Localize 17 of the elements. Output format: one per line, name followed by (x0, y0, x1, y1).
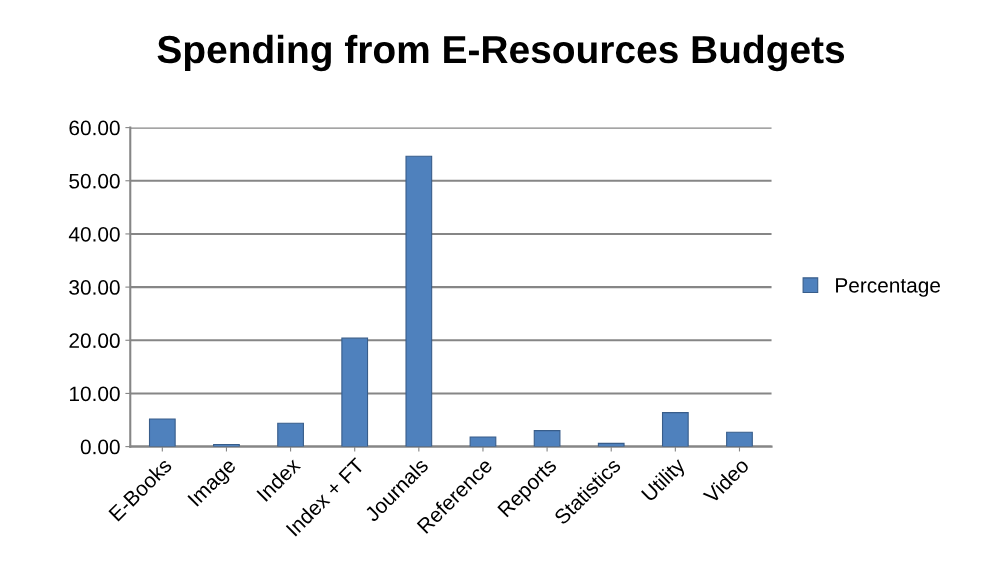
bar (661, 412, 689, 447)
y-tick-label: 40.00 (68, 226, 120, 242)
chart-title: Spending from E-Resources Budgets (157, 34, 845, 72)
y-tick-label: 10.00 (70, 386, 120, 402)
bar (533, 430, 561, 447)
y-tick-label: 0.00 (80, 439, 120, 455)
bar (277, 422, 304, 447)
bar (405, 155, 433, 447)
bar (341, 337, 369, 447)
bar (469, 436, 497, 447)
y-tick-label: 60.00 (69, 120, 120, 136)
y-tick-label: 30.00 (69, 280, 120, 295)
y-tick-label: 50.00 (69, 173, 120, 189)
bar (148, 418, 176, 447)
y-tick-label: 20.00 (69, 333, 120, 349)
legend-label: Percentage (836, 278, 940, 297)
bar (726, 431, 753, 447)
